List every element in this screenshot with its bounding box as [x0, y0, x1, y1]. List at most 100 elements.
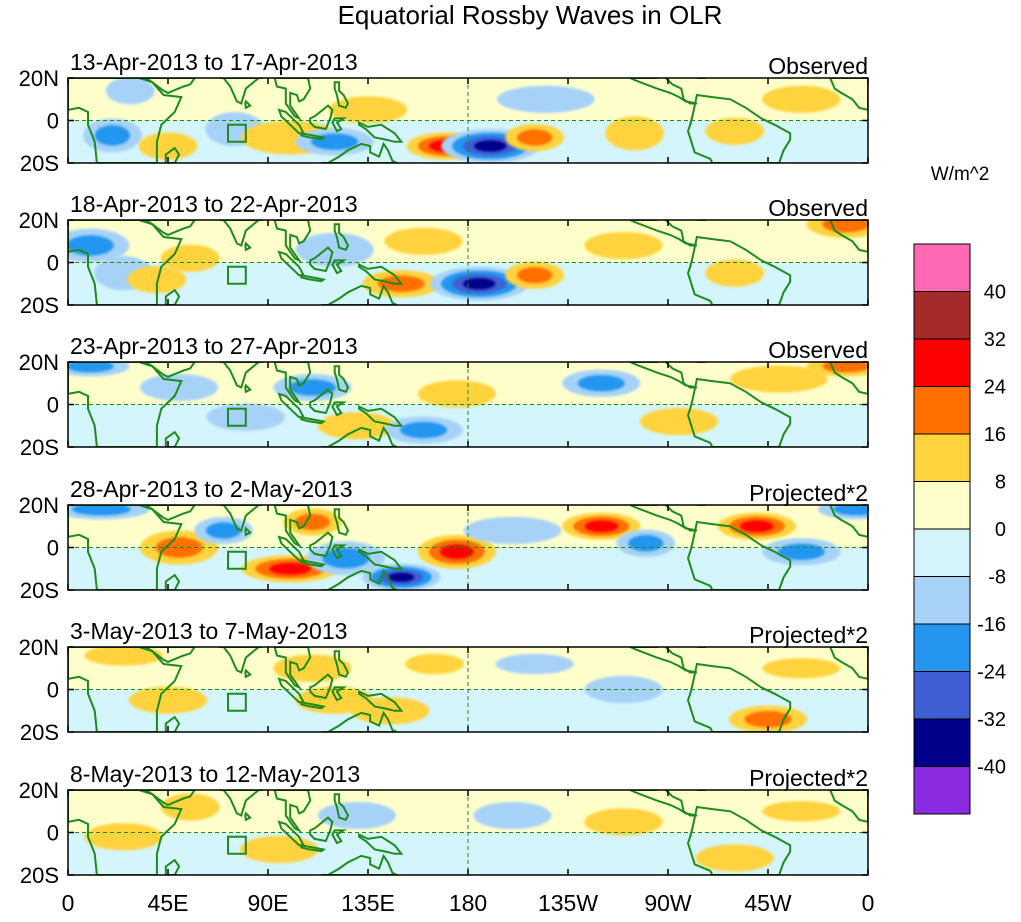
colorbar-swatch	[913, 433, 971, 482]
olr-anomaly-contour	[640, 407, 719, 436]
olr-anomaly-contour	[84, 823, 163, 851]
panel-5: 20N 0 20S 3-May-2013 to 7-May-2013 Projected…	[19, 618, 869, 745]
coastline	[300, 132, 327, 141]
coastline	[333, 650, 350, 679]
olr-anomaly-contour	[417, 380, 496, 408]
coastline	[300, 559, 327, 568]
colorbar-swatch	[913, 338, 971, 387]
coastline	[300, 701, 327, 710]
coastline	[321, 710, 398, 732]
coastline	[686, 805, 792, 875]
coastline	[273, 220, 312, 263]
coastline	[143, 78, 196, 94]
olr-anomaly-contour	[463, 516, 562, 545]
panel-label: Observed	[768, 337, 868, 363]
coastline	[143, 790, 196, 806]
colorbar-label: -16	[977, 614, 1006, 636]
coastline	[244, 811, 252, 822]
reference-box	[227, 835, 247, 855]
panel-field	[68, 220, 868, 305]
olr-anomaly-contour	[400, 421, 448, 439]
coastline	[629, 647, 698, 674]
colorbar-label: -40	[977, 757, 1006, 779]
coastline	[331, 544, 348, 560]
olr-anomaly-contour	[495, 653, 574, 675]
colorbar-swatch	[913, 766, 971, 815]
olr-anomaly-contour	[205, 522, 242, 539]
coastline	[331, 829, 348, 845]
coastline	[219, 362, 263, 389]
reference-box	[227, 550, 247, 570]
coastline	[358, 263, 404, 285]
panel-field	[68, 362, 868, 447]
reference-box	[227, 407, 247, 427]
colorbar-swatch	[913, 386, 971, 435]
reference-box	[227, 265, 247, 285]
coastline	[333, 81, 350, 110]
x-tick-label: 135E	[341, 890, 395, 916]
colorbar-swatch	[913, 481, 971, 530]
colorbar-swatch	[913, 718, 971, 767]
coastline	[143, 362, 196, 378]
coastline	[686, 93, 792, 163]
colorbar-label: 8	[995, 472, 1006, 494]
olr-anomaly-contour	[730, 365, 828, 393]
coastline	[164, 858, 181, 875]
coastline	[68, 647, 183, 732]
panel-4: 20N 0 20S 28-Apr-2013 to 2-May-2013 Projecte…	[19, 476, 869, 603]
panel-period: 3-May-2013 to 7-May-2013	[70, 618, 347, 644]
colorbar-label: 24	[984, 377, 1006, 399]
coastline	[68, 790, 183, 875]
olr-anomaly-contour	[744, 711, 792, 728]
panel-label: Observed	[768, 195, 868, 221]
coastline	[273, 790, 312, 833]
panel-label: Projected*2	[749, 480, 868, 506]
coastline	[244, 526, 252, 537]
coastline	[829, 220, 868, 253]
coastline	[331, 259, 348, 275]
panels: 20N 0 20S 13-Apr-2013 to 17-Apr-2013 Observe…	[19, 49, 869, 888]
coastline	[333, 365, 350, 394]
olr-anomaly-contour	[240, 835, 319, 864]
olr-anomaly-contour	[584, 808, 663, 836]
colorbar-label: -24	[977, 662, 1006, 684]
colorbar: 40 32 24 16 8 0 -8 -16 -24 -32 -40	[913, 243, 1006, 815]
panel-label: Projected*2	[749, 622, 868, 648]
colorbar-label: 0	[995, 519, 1006, 541]
panel-1: 20N 0 20S 13-Apr-2013 to 17-Apr-2013 Observe…	[19, 49, 869, 176]
coastline	[321, 283, 398, 305]
colorbar-label: 32	[984, 329, 1006, 351]
coastline	[219, 505, 263, 532]
colorbar-label: 40	[984, 282, 1006, 304]
coastline	[219, 220, 263, 247]
olr-anomaly-contour	[384, 227, 463, 255]
y-tick-label: 0	[47, 678, 59, 703]
x-axis: 0 45E 90E 135E 180 135W 90W 45W 0	[62, 890, 875, 916]
coastline	[244, 668, 252, 679]
coastline	[321, 425, 398, 447]
panel-field	[68, 78, 868, 163]
y-tick-label: 0	[47, 109, 59, 134]
coastline	[331, 401, 348, 417]
olr-anomaly-contour	[84, 647, 163, 666]
coastline	[164, 146, 181, 163]
coastline	[333, 223, 350, 252]
olr-anomaly-contour	[128, 686, 208, 714]
panel-label: Observed	[768, 53, 868, 79]
colorbar-swatch	[913, 528, 971, 577]
coastline	[273, 505, 312, 548]
olr-anomaly-contour	[388, 572, 415, 582]
coastline	[829, 647, 868, 680]
x-tick-label: 0	[62, 890, 75, 916]
coastline	[629, 78, 698, 105]
reference-box	[227, 123, 247, 143]
olr-anomaly-contour	[762, 85, 841, 113]
coastline	[829, 790, 868, 823]
olr-anomaly-contour	[351, 697, 430, 725]
coastline	[68, 78, 183, 163]
coastline	[273, 647, 312, 690]
olr-anomaly-contour	[405, 653, 464, 675]
panel-period: 18-Apr-2013 to 22-Apr-2013	[70, 191, 358, 217]
olr-anomaly-contour	[762, 658, 841, 679]
olr-anomaly-contour	[762, 801, 841, 822]
